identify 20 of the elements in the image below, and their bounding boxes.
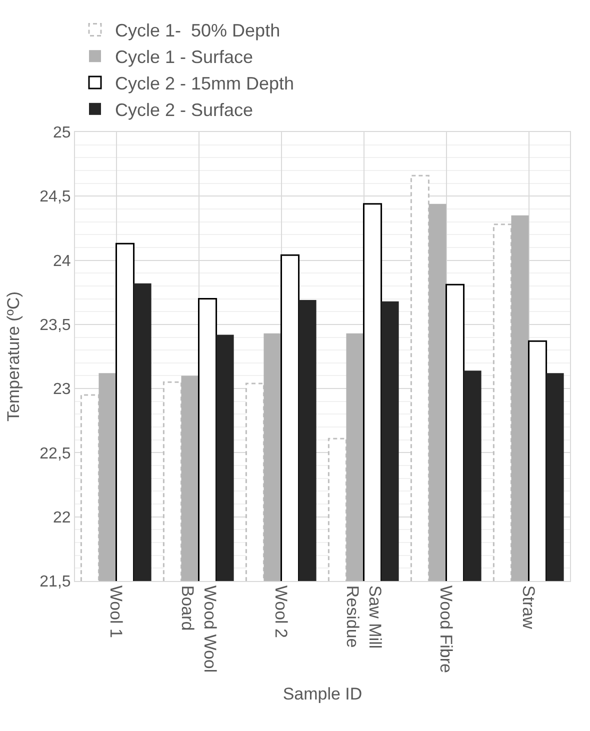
x-tick-label: Wool 2 xyxy=(272,585,291,638)
legend-label: Cycle 2 - 15mm Depth xyxy=(115,74,294,94)
y-tick-label: 24 xyxy=(53,252,71,270)
y-tick-label: 25 xyxy=(53,124,71,142)
x-tick-label: Wood Fibre xyxy=(436,585,456,673)
y-axis-title: Temperature (ºC) xyxy=(4,292,24,422)
legend-label: Cycle 1- 50% Depth xyxy=(115,20,280,41)
legend-label: Cycle 1 - Surface xyxy=(115,47,254,68)
x-tick-label: Saw Mill Residue xyxy=(343,585,384,649)
x-tick-label: Straw xyxy=(519,585,538,630)
y-tick-label: 23,5 xyxy=(40,317,71,334)
y-tick-label: 22,5 xyxy=(40,445,71,462)
legend-label: Cycle 2 - Surface xyxy=(115,100,254,120)
y-tick-label: 22 xyxy=(53,509,71,526)
y-tick-label: 23 xyxy=(53,381,71,398)
y-tick-label: 24,5 xyxy=(40,188,71,206)
x-tick-label: Wool 1 xyxy=(106,585,126,638)
x-tick-label: Wood Wool Board xyxy=(178,585,220,673)
x-axis-title: Sample ID xyxy=(282,684,362,704)
y-tick-label: 21,5 xyxy=(40,574,71,591)
